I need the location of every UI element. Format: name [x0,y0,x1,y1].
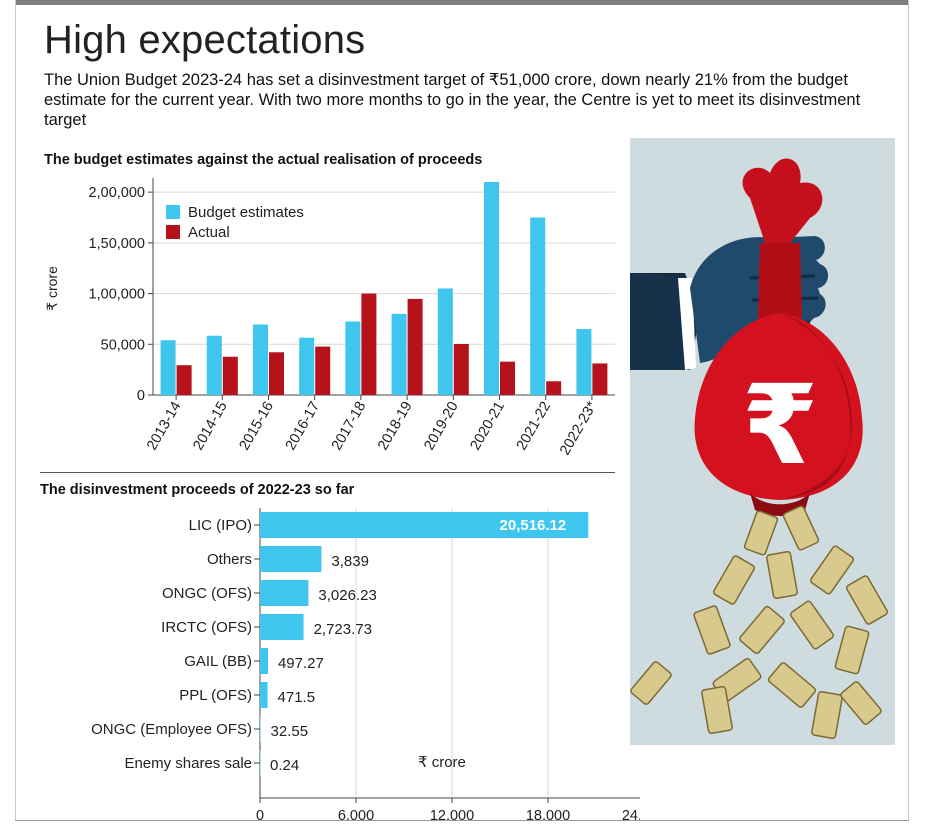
bar-actual [222,356,238,395]
bar-budget-estimate [530,217,546,395]
proceeds-bar [260,580,309,606]
y-tick-label: 0 [137,388,145,404]
x-tick-label: 2013-14 [144,399,184,453]
legend-swatch [166,225,180,239]
category-label: ONGC (OFS) [162,585,252,602]
y-tick-label: 1,50,000 [89,236,145,252]
proceeds-bar [260,512,589,538]
legend-label: Budget estimates [188,204,304,221]
category-label: PPL (OFS) [179,687,252,704]
value-label: 2,723.73 [314,621,372,638]
x-tick-label: 6,000 [338,808,374,820]
x-tick-label: 2022-23* [557,399,600,458]
frame-left-border [15,0,16,820]
category-label: Others [207,551,252,568]
hand-holding-rupee-money-bag-icon: ₹ [630,158,889,740]
category-label: LIC (IPO) [189,517,252,534]
x-tick-label: 2018-19 [375,399,415,453]
y-tick-label: 50,000 [101,337,145,353]
bar-budget-estimate [206,335,222,395]
x-tick-label: 2015-16 [236,399,276,453]
x-tick-label: 2016-17 [283,399,323,453]
bar-budget-estimate [345,321,361,395]
chart1-title: The budget estimates against the actual … [44,152,483,168]
bar-actual [407,298,423,395]
section-divider [40,472,615,473]
x-tick-label: 24,000 [622,808,640,820]
frame-right-border [908,0,909,820]
unit-label: ₹ crore [418,754,466,771]
bar-budget-estimate [484,182,499,395]
y-axis-label: ₹ crore [44,266,60,311]
top-bar [15,0,909,5]
x-tick-label: 2019-20 [421,399,461,453]
bar-budget-estimate [160,340,176,395]
category-label: IRCTC (OFS) [161,619,252,636]
bar-actual [269,352,284,395]
x-tick-label: 2021-22 [514,399,554,453]
legend-swatch [166,205,180,219]
x-tick-label: 18,000 [526,808,570,820]
bar-actual [453,343,469,395]
bottom-rule [15,820,909,821]
x-tick-label: 0 [256,808,264,820]
category-label: ONGC (Employee OFS) [91,721,252,738]
category-label: Enemy shares sale [124,755,252,772]
proceeds-bar [260,648,268,674]
category-label: GAIL (BB) [184,653,252,670]
bar-budget-estimate [253,324,268,395]
x-tick-label: 2020-21 [467,399,507,453]
legend-label: Actual [188,224,230,241]
bar-actual [315,346,331,395]
x-tick-label: 2017-18 [329,399,369,453]
x-tick-label: 12,000 [430,808,474,820]
y-tick-label: 1,00,000 [89,287,145,303]
chart2-title: The disinvestment proceeds of 2022-23 so… [40,482,355,498]
value-label: 471.5 [278,689,316,706]
proceeds-bar [260,682,268,708]
bar-budget-estimate [437,288,453,395]
value-label: 0.24 [270,757,299,774]
x-tick-label: 2014-15 [190,399,230,453]
bar-actual [500,361,515,395]
proceeds-bar [260,750,261,776]
bar-budget-estimate [299,337,315,395]
bar-budget-estimate [391,313,407,395]
budget-vs-actual-chart: 0 50,000 1,00,000 1,50,000 2,00,000 ₹ crore 20… [44,178,615,458]
proceeds-bar [260,546,322,572]
money-bag-illustration: ₹ [630,138,895,745]
bar-actual [176,365,192,395]
value-label: 32.55 [271,723,309,740]
proceeds-2022-23-chart: 0 6,000 12,000 18,000 24,000 LIC (IPO) 20,516.… [91,508,640,820]
page-subtitle: The Union Budget 2023-24 has set a disin… [44,71,861,129]
value-label: 497.27 [278,655,324,672]
y-tick-label: 2,00,000 [89,185,145,201]
bar-actual [361,293,377,395]
value-label: 3,026.23 [318,587,376,604]
rupee-symbol: ₹ [742,364,819,487]
bar-actual [592,363,608,395]
proceeds-bar [260,716,261,742]
value-label: 20,516.12 [500,517,567,534]
value-label: 3,839 [331,553,369,570]
bar-budget-estimate [576,329,592,395]
bar-actual [546,381,562,395]
proceeds-bar [260,614,304,640]
page-title: High expectations [44,18,366,62]
